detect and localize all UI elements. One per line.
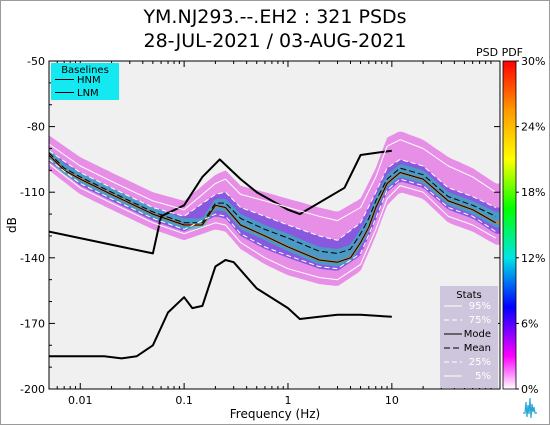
logo-icon xyxy=(523,397,537,419)
y-axis-title: dB xyxy=(5,217,19,233)
x-tick-label: 1 xyxy=(284,394,291,407)
series-line-95pct xyxy=(49,139,496,222)
stats-legend-label: 25% xyxy=(469,357,491,368)
series-line-75pct xyxy=(49,150,496,241)
chart-subtitle: 28-JUL-2021 / 03-AUG-2021 xyxy=(143,30,407,52)
colorbar-tick-label: 18% xyxy=(521,186,545,199)
series-line-lnm xyxy=(49,259,392,360)
stats-legend-label: 5% xyxy=(475,371,491,382)
series-line-mode xyxy=(49,154,496,263)
baselines-legend-box xyxy=(51,63,119,100)
hnm-legend-label: HNM xyxy=(77,75,101,86)
colorbar-tick-label: 30% xyxy=(521,55,545,68)
y-tick-label: -140 xyxy=(20,252,45,265)
colorbar-ticks: 30% 24% 18% 12% 6% 0% xyxy=(516,55,545,396)
chart-title: YM.NJ293.--.EH2 : 321 PSDs xyxy=(143,6,407,28)
y-tick-label: -50 xyxy=(27,55,45,68)
pdf-density xyxy=(49,131,500,360)
series-layer xyxy=(49,139,496,360)
y-tick-label: -80 xyxy=(27,121,45,134)
y-tick-label: -110 xyxy=(20,186,45,199)
pdf-band-inner xyxy=(49,148,500,267)
series-line-mean xyxy=(49,152,496,254)
baselines-legend-title: Baselines xyxy=(61,65,109,76)
y-tick-label: -170 xyxy=(20,317,45,330)
x-tick-label: 0.1 xyxy=(175,394,193,407)
colorbar-label: PSD PDF xyxy=(476,46,523,59)
y-axis: -50 -80 -110 -140 -170 -200 xyxy=(20,55,500,396)
stats-legend-title: Stats xyxy=(456,290,482,301)
plot-border xyxy=(48,60,501,390)
series-line-5pct xyxy=(49,163,496,281)
stats-legend-box xyxy=(440,286,498,388)
stats-legend-label: Mean xyxy=(464,343,491,354)
lnm-legend-label: LNM xyxy=(77,88,99,99)
y-tick-label: -200 xyxy=(20,383,45,396)
baselines-legend: Baselines HNM LNM xyxy=(51,63,119,100)
colorbar-tick-label: 12% xyxy=(521,252,545,265)
x-tick-label: 10 xyxy=(385,394,399,407)
x-tick-label: 0.01 xyxy=(68,394,93,407)
stats-legend-label: Mode xyxy=(464,329,491,340)
series-line-hnm xyxy=(49,149,392,255)
colorbar xyxy=(502,60,517,390)
stats-legend: Stats 95% 75% Mode Mean 25% 5% xyxy=(440,286,498,388)
series-line-25pct xyxy=(49,159,496,270)
stats-legend-label: 75% xyxy=(469,315,491,326)
x-axis-title: Frequency (Hz) xyxy=(230,407,321,421)
colorbar-tick-label: 0% xyxy=(521,383,538,396)
colorbar-tick-label: 24% xyxy=(521,121,545,134)
colorbar-tick-label: 6% xyxy=(521,317,538,330)
stats-legend-label: 95% xyxy=(469,301,491,312)
